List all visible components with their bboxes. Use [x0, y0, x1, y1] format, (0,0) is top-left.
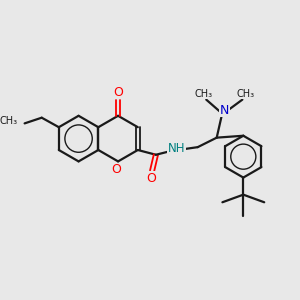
- Text: O: O: [146, 172, 156, 185]
- Text: NH: NH: [168, 142, 185, 154]
- Text: N: N: [220, 103, 229, 117]
- Text: CH₃: CH₃: [194, 89, 212, 99]
- Text: O: O: [111, 164, 121, 176]
- Text: CH₃: CH₃: [0, 116, 18, 127]
- Text: CH₃: CH₃: [236, 89, 254, 99]
- Text: O: O: [113, 85, 123, 98]
